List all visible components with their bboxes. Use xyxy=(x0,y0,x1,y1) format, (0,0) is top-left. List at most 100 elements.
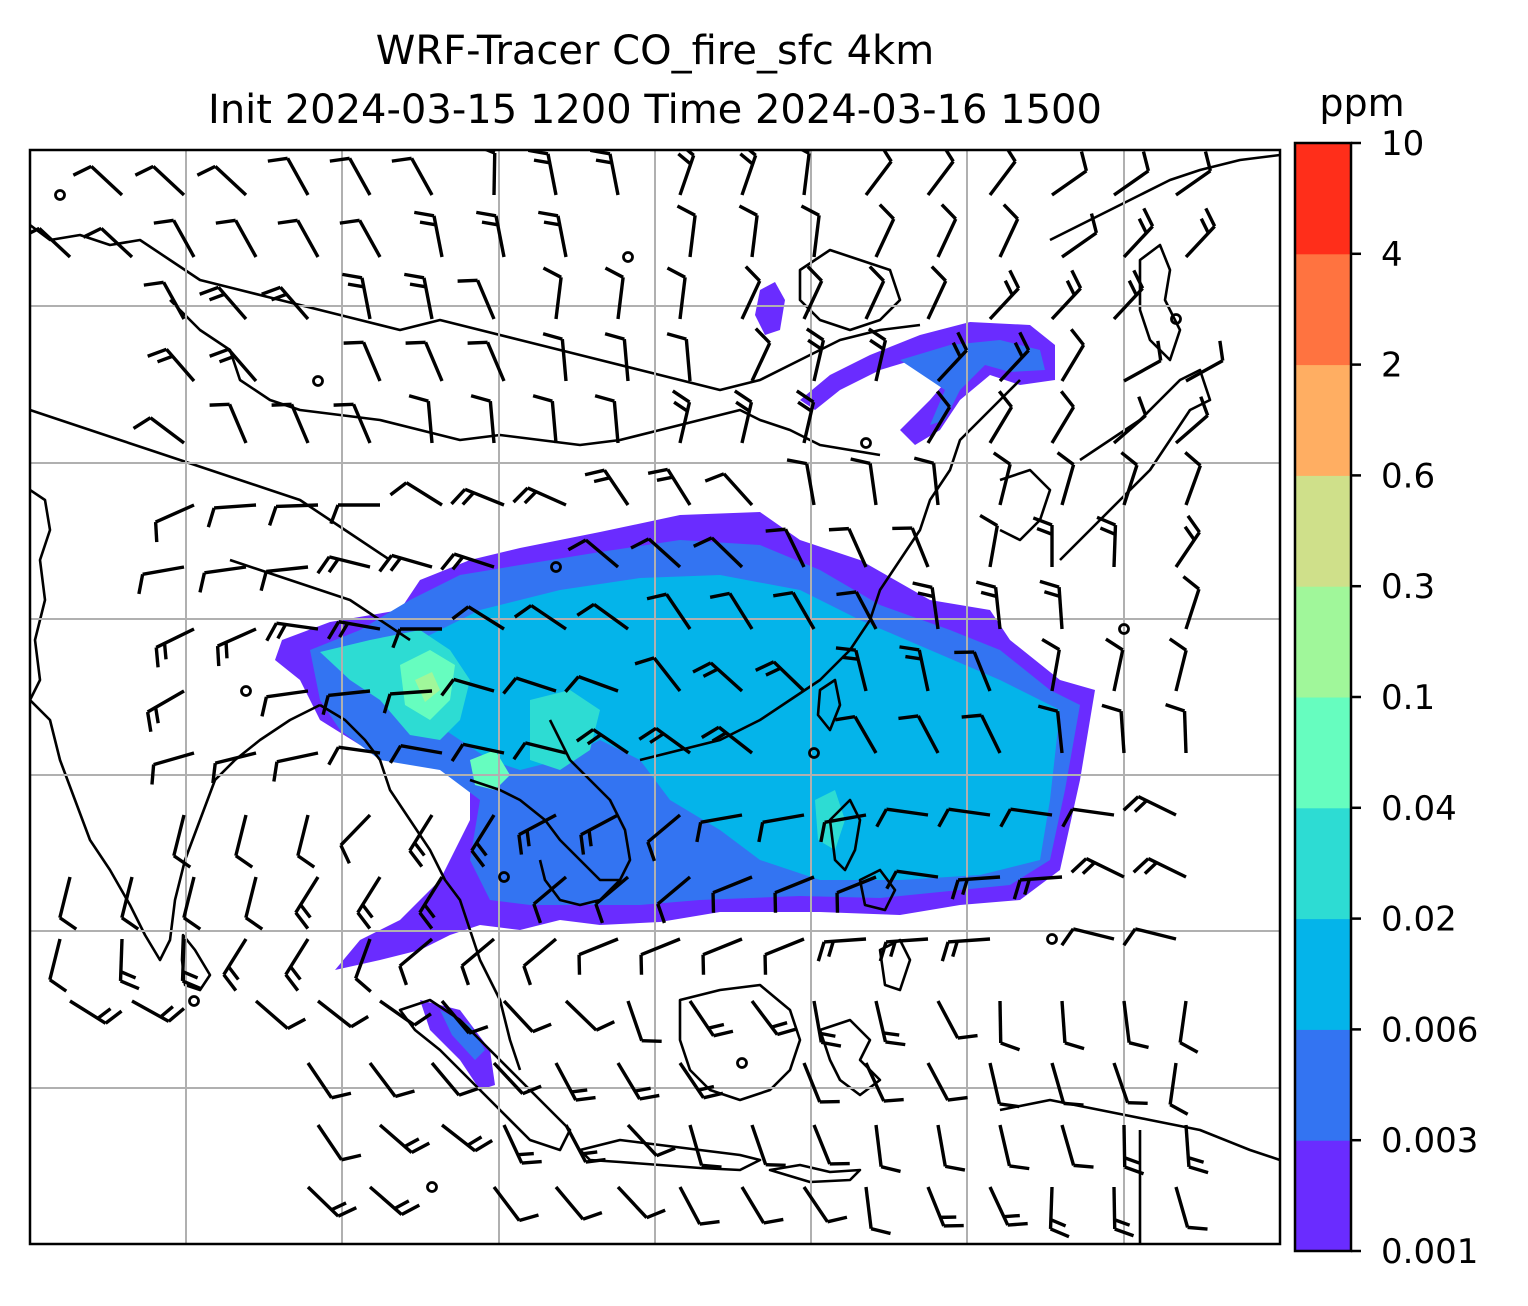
wind-barb xyxy=(306,1185,358,1218)
wind-barb xyxy=(899,645,930,692)
wind-barb xyxy=(988,1186,1028,1227)
wind-barb xyxy=(926,390,952,444)
wind-barb xyxy=(802,1186,848,1224)
wind-barb xyxy=(992,451,1012,506)
wind-barb xyxy=(740,1186,784,1225)
wind-barb xyxy=(739,150,758,196)
wind-barb xyxy=(470,814,496,868)
wind-barb xyxy=(215,627,257,667)
wind-barb xyxy=(740,265,762,320)
wind-barb xyxy=(321,689,371,716)
wind-barb xyxy=(537,210,568,258)
wind-barb xyxy=(1168,1062,1189,1116)
wind-barb xyxy=(137,565,185,595)
wind-barb xyxy=(564,999,616,1032)
wind-barb xyxy=(120,876,140,931)
wind-barb xyxy=(398,937,434,986)
wind-barb xyxy=(382,689,433,714)
wind-barb xyxy=(457,278,496,320)
wind-barb xyxy=(998,331,1031,383)
calm-marker xyxy=(426,1181,438,1193)
wind-barb xyxy=(1165,702,1188,754)
wind-barb xyxy=(936,1124,966,1172)
wind-barb xyxy=(492,1061,542,1096)
wind-barb xyxy=(616,1185,666,1220)
wind-barb xyxy=(754,660,806,693)
wind-barb xyxy=(1048,1186,1070,1239)
calm-marker xyxy=(498,871,510,883)
wind-barb xyxy=(988,390,1014,444)
wind-barb xyxy=(979,513,999,568)
wind-barb xyxy=(542,332,568,382)
wind-barb xyxy=(389,481,443,507)
wind-barb xyxy=(147,347,196,383)
wind-barb xyxy=(1112,396,1148,445)
wind-barb xyxy=(594,394,620,444)
wind-barb xyxy=(378,1123,431,1155)
wind-barb xyxy=(1174,1186,1208,1231)
colorbar-tick-label: 4 xyxy=(1381,235,1403,275)
wind-barb xyxy=(460,937,496,986)
wind-barb xyxy=(1056,451,1076,506)
wind-barb xyxy=(333,402,372,444)
wind-barb xyxy=(874,1000,906,1047)
wind-barb xyxy=(701,937,743,975)
calm-marker xyxy=(1170,313,1182,325)
wind-barb xyxy=(819,813,867,843)
wind-barb xyxy=(316,1124,362,1162)
wind-barb xyxy=(467,340,506,382)
wind-barb xyxy=(940,937,991,962)
calm-marker xyxy=(550,561,562,573)
wind-barbs xyxy=(30,150,1225,1239)
wind-barb xyxy=(329,156,372,196)
wind-barb xyxy=(254,999,307,1031)
wind-barb xyxy=(306,1062,352,1100)
wind-barb xyxy=(738,204,759,258)
wind-barb xyxy=(937,807,991,828)
wind-barb xyxy=(828,526,868,568)
colorbar-segment xyxy=(1295,1029,1351,1141)
wind-barb xyxy=(440,999,489,1035)
calm-marker xyxy=(240,685,252,697)
wind-barb xyxy=(271,402,310,444)
wind-barb xyxy=(626,1123,676,1158)
wind-barb xyxy=(912,581,940,630)
wind-barb xyxy=(666,266,687,320)
colorbar-tick-label: 0.006 xyxy=(1381,1010,1478,1050)
wind-barb xyxy=(512,741,567,761)
wind-barb xyxy=(326,620,381,640)
wind-barb xyxy=(391,156,434,196)
wind-barb xyxy=(898,714,940,754)
wind-barb xyxy=(692,536,744,569)
wind-barb xyxy=(1101,703,1126,754)
wind-barb xyxy=(211,751,257,784)
wind-barb xyxy=(892,526,930,568)
wind-barb xyxy=(532,875,568,924)
wind-barb xyxy=(440,1123,494,1153)
wind-barb xyxy=(451,605,505,631)
wind-barb xyxy=(867,327,888,382)
wind-barb xyxy=(356,876,382,930)
wind-barb xyxy=(450,487,505,507)
wind-barb xyxy=(802,1062,840,1104)
wind-barb xyxy=(408,814,434,868)
wind-barb xyxy=(646,813,682,862)
wind-barb xyxy=(988,150,1017,197)
wind-barb xyxy=(864,1062,904,1103)
wind-barb xyxy=(594,875,630,924)
wind-barb xyxy=(688,1000,734,1038)
wind-barb xyxy=(277,218,320,258)
calm-marker xyxy=(622,251,634,263)
wind-barb xyxy=(772,590,816,630)
wind-barb xyxy=(1061,807,1115,828)
map-title-line1: WRF-Tracer CO_fire_sfc 4km xyxy=(375,28,935,74)
colorbar-tick-label: 2 xyxy=(1381,346,1403,386)
wind-barb xyxy=(1122,1124,1145,1176)
wind-barb xyxy=(145,689,185,733)
wind-barb xyxy=(998,1000,1021,1052)
wind-barb xyxy=(875,807,929,828)
wind-barb xyxy=(72,164,124,197)
map-title-line2: Init 2024-03-15 1200 Time 2024-03-16 150… xyxy=(208,87,1102,133)
colorbar-tick-label: 0.04 xyxy=(1381,789,1457,829)
wind-barb xyxy=(1185,340,1225,383)
